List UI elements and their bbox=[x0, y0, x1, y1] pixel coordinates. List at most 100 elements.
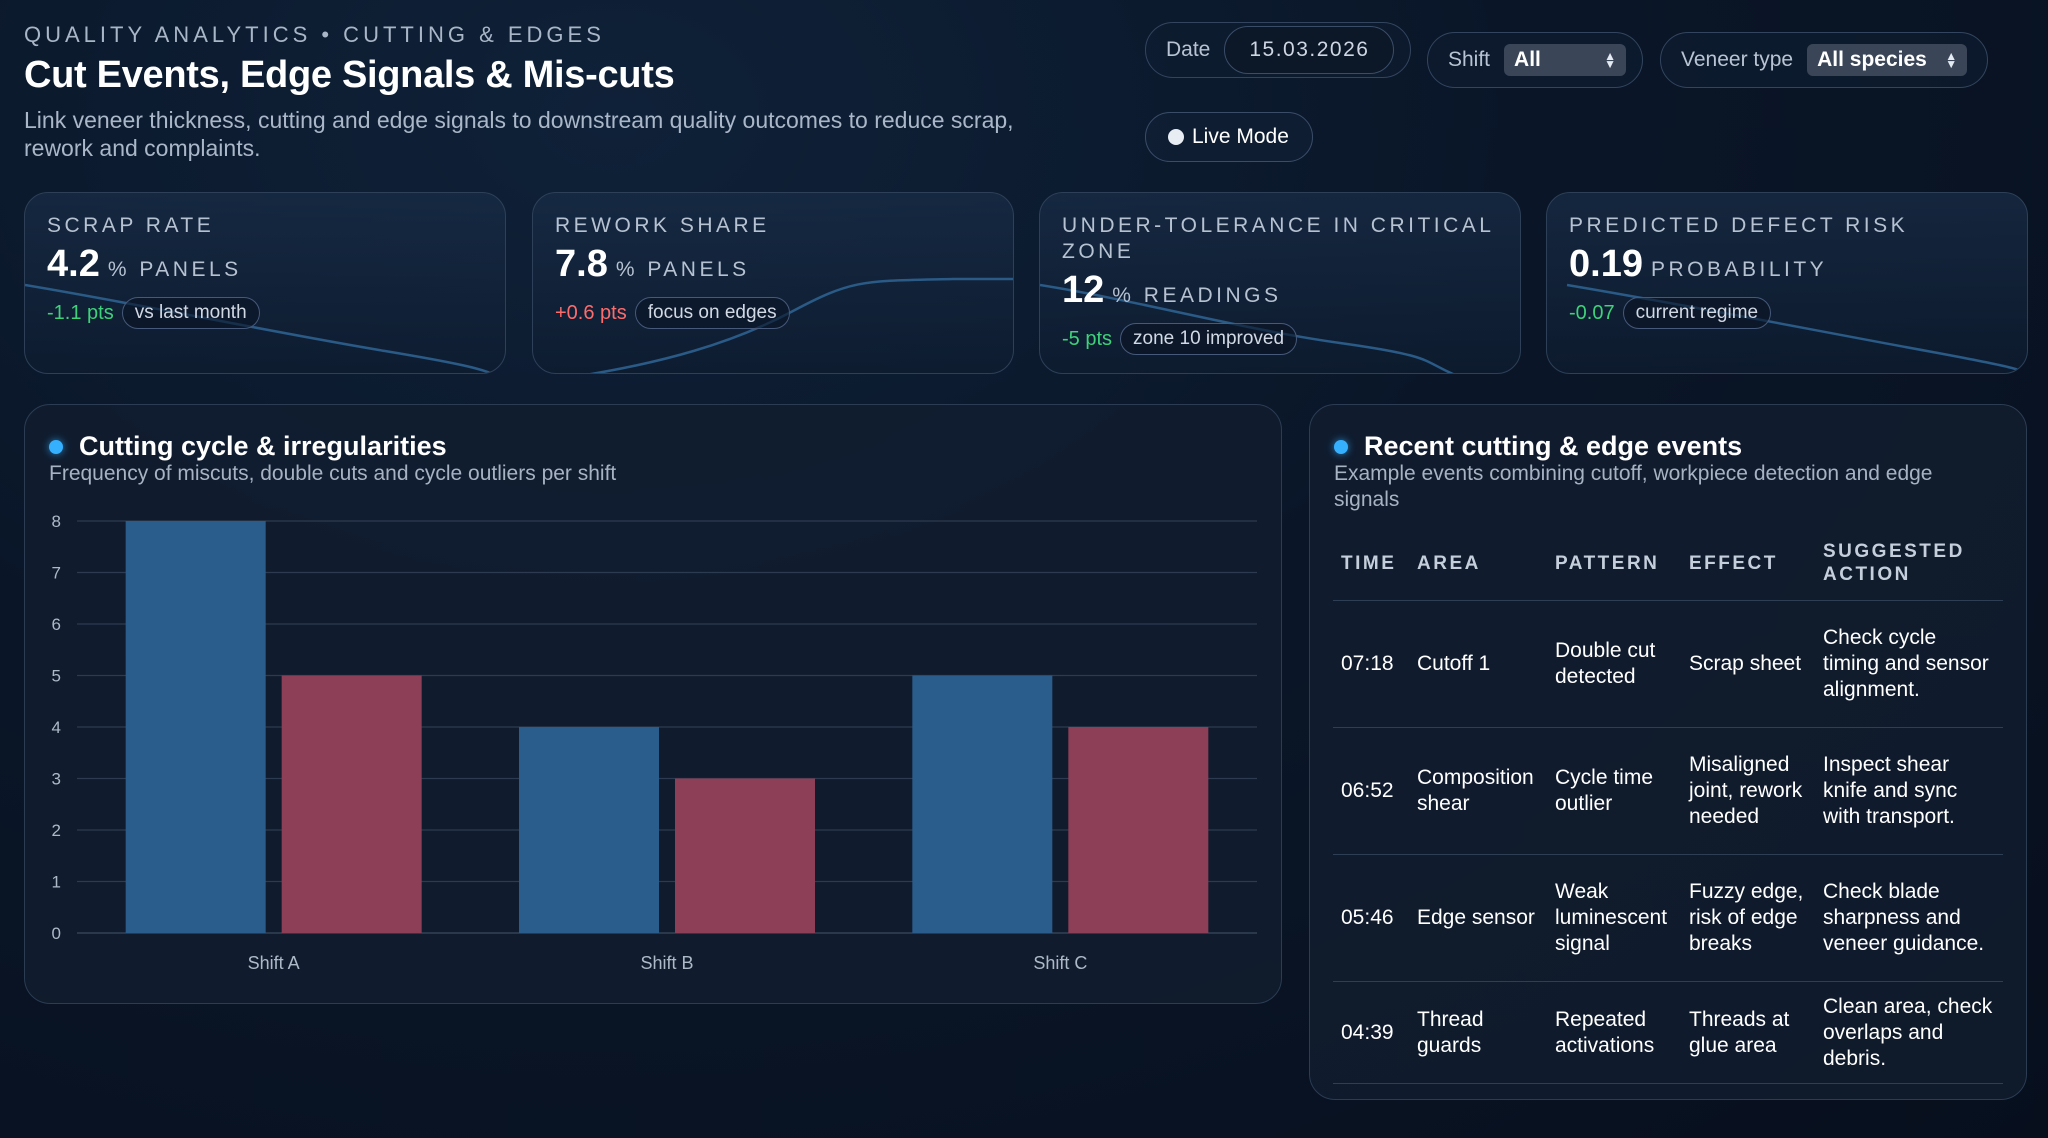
kpi-label: UNDER-TOLERANCE IN CRITICAL ZONE bbox=[1062, 214, 1494, 263]
kpi-tag: zone 10 improved bbox=[1120, 323, 1298, 355]
y-tick-label: 8 bbox=[52, 512, 61, 531]
y-tick-label: 5 bbox=[52, 667, 61, 686]
bar bbox=[125, 521, 266, 933]
panel-subtitle: Frequency of miscuts, double cuts and cy… bbox=[49, 462, 617, 485]
shift-select[interactable]: All ▲ ▼ bbox=[1504, 44, 1627, 76]
table-row[interactable]: 07:18 Cutoff 1 Double cut detected Scrap… bbox=[1333, 600, 2003, 728]
column-header: SUGGESTED ACTION bbox=[1815, 532, 2003, 601]
select-arrows-icon: ▲ ▼ bbox=[1945, 49, 1958, 71]
kpi-delta-row: -0.07 current regime bbox=[1569, 297, 1772, 329]
y-tick-label: 0 bbox=[52, 924, 61, 943]
section-eyebrow: QUALITY ANALYTICS • CUTTING & EDGES bbox=[24, 22, 605, 47]
column-header: EFFECT bbox=[1681, 532, 1815, 601]
cutting-cycle-panel: Cutting cycle & irregularities Frequency… bbox=[24, 404, 1282, 1004]
y-tick-label: 1 bbox=[52, 873, 61, 892]
sparkline-chart bbox=[25, 283, 495, 373]
kpi-value: 12% READINGS bbox=[1062, 269, 1282, 311]
kpi-delta: -0.07 bbox=[1569, 301, 1615, 324]
cell-time: 04:39 bbox=[1333, 981, 1409, 1084]
select-arrows-icon: ▲ ▼ bbox=[1604, 49, 1617, 71]
cell-area: Edge sensor bbox=[1409, 854, 1547, 982]
bar bbox=[912, 675, 1053, 933]
panel-title-text: Recent cutting & edge events bbox=[1364, 431, 1743, 461]
y-tick-label: 6 bbox=[52, 615, 61, 634]
kpi-unit: % PANELS bbox=[615, 258, 750, 281]
bar bbox=[1068, 727, 1209, 933]
events-table: TIME AREA PATTERN EFFECT SUGGESTED ACTIO… bbox=[1333, 532, 2003, 1084]
shift-select-value: All bbox=[1514, 48, 1541, 71]
kpi-delta: -5 pts bbox=[1062, 327, 1113, 350]
table-row[interactable]: 06:52 Composition shear Cycle time outli… bbox=[1333, 727, 2003, 855]
table-row[interactable]: 04:39 Thread guards Repeated activations… bbox=[1333, 981, 2003, 1084]
panel-title: Recent cutting & edge events bbox=[1334, 431, 1742, 462]
veneer-label: Veneer type bbox=[1681, 48, 1794, 71]
live-mode-toggle[interactable]: Live Mode bbox=[1145, 112, 1313, 162]
table-row[interactable]: 05:46 Edge sensor Weak luminescent signa… bbox=[1333, 854, 2003, 982]
kpi-label: PREDICTED DEFECT RISK bbox=[1569, 214, 1909, 237]
kpi-card-defect-risk: PREDICTED DEFECT RISK 0.19 PROBABILITY -0… bbox=[1546, 192, 2028, 374]
bullet-dot-icon bbox=[1334, 439, 1348, 454]
kpi-unit: PROBABILITY bbox=[1650, 258, 1828, 281]
cell-pattern: Double cut detected bbox=[1547, 600, 1681, 728]
y-tick-label: 3 bbox=[52, 770, 61, 789]
panel-title-text: Cutting cycle & irregularities bbox=[79, 431, 447, 461]
column-header: AREA bbox=[1409, 532, 1547, 601]
bullet-dot-icon bbox=[49, 439, 63, 454]
cell-pattern: Cycle time outlier bbox=[1547, 727, 1681, 855]
page-subtitle: Link veneer thickness, cutting and edge … bbox=[24, 107, 1014, 161]
sparkline-chart bbox=[589, 277, 1013, 373]
kpi-card-under-tolerance: UNDER-TOLERANCE IN CRITICAL ZONE 12% REA… bbox=[1039, 192, 1521, 374]
page-title: Cut Events, Edge Signals & Mis-cuts bbox=[24, 54, 675, 96]
cell-time: 05:46 bbox=[1333, 854, 1409, 982]
live-mode-label: Live Mode bbox=[1192, 125, 1289, 148]
cell-pattern: Repeated activations bbox=[1547, 981, 1681, 1084]
kpi-tag: focus on edges bbox=[634, 297, 790, 329]
x-tick-label: Shift B bbox=[640, 953, 693, 973]
cell-time: 06:52 bbox=[1333, 727, 1409, 855]
shift-control: Shift All ▲ ▼ bbox=[1427, 32, 1643, 88]
cell-effect: Scrap sheet bbox=[1681, 600, 1815, 728]
cell-effect: Fuzzy edge, risk of edge breaks bbox=[1681, 854, 1815, 982]
sparkline-chart bbox=[1040, 283, 1454, 373]
kpi-delta-row: -1.1 pts vs last month bbox=[47, 297, 260, 329]
kpi-delta: +0.6 pts bbox=[555, 301, 627, 324]
cell-area: Cutoff 1 bbox=[1409, 600, 1547, 728]
column-header: TIME bbox=[1333, 532, 1409, 601]
panel-subtitle: Example events combining cutoff, workpie… bbox=[1334, 462, 1933, 511]
bar bbox=[675, 778, 815, 933]
cell-area: Composition shear bbox=[1409, 727, 1547, 855]
x-tick-label: Shift A bbox=[248, 953, 300, 973]
cell-area: Thread guards bbox=[1409, 981, 1547, 1084]
kpi-value: 7.8% PANELS bbox=[555, 243, 750, 285]
kpi-value: 0.19 PROBABILITY bbox=[1569, 243, 1828, 285]
kpi-label: SCRAP RATE bbox=[47, 214, 215, 237]
kpi-delta-row: -5 pts zone 10 improved bbox=[1062, 323, 1298, 355]
cell-action: Inspect shear knife and sync with transp… bbox=[1815, 727, 2003, 855]
kpi-label: REWORK SHARE bbox=[555, 214, 770, 237]
kpi-tag: current regime bbox=[1622, 297, 1772, 329]
veneer-select-value: All species bbox=[1817, 48, 1927, 71]
bar bbox=[281, 675, 422, 933]
table-header-row: TIME AREA PATTERN EFFECT SUGGESTED ACTIO… bbox=[1333, 532, 2003, 601]
kpi-delta-row: +0.6 pts focus on edges bbox=[555, 297, 790, 329]
kpi-delta: -1.1 pts bbox=[47, 301, 114, 324]
kpi-unit: % PANELS bbox=[107, 258, 242, 281]
cell-action: Check blade sharpness and veneer guidanc… bbox=[1815, 854, 2003, 982]
cell-action: Check cycle timing and sensor alignment. bbox=[1815, 600, 2003, 728]
y-tick-label: 4 bbox=[52, 718, 61, 737]
cell-effect: Threads at glue area bbox=[1681, 981, 1815, 1084]
column-header: PATTERN bbox=[1547, 532, 1681, 601]
cell-time: 07:18 bbox=[1333, 600, 1409, 728]
y-tick-label: 7 bbox=[52, 564, 61, 583]
veneer-select[interactable]: All species ▲ ▼ bbox=[1807, 44, 1968, 76]
kpi-tag: vs last month bbox=[121, 297, 260, 329]
cell-action: Clean area, check overlaps and debris. bbox=[1815, 981, 2003, 1084]
x-tick-label: Shift C bbox=[1033, 953, 1087, 973]
kpi-unit: % READINGS bbox=[1112, 284, 1282, 307]
panel-title: Cutting cycle & irregularities bbox=[49, 431, 447, 462]
date-input[interactable]: 15.03.2026 bbox=[1224, 26, 1395, 74]
bar bbox=[519, 727, 659, 933]
kpi-card-scrap-rate: SCRAP RATE 4.2% PANELS -1.1 pts vs last … bbox=[24, 192, 506, 374]
bar-chart: 0 1 2 3 4 5 6 7 8 Shift A Shift B Shift C bbox=[52, 512, 1257, 973]
